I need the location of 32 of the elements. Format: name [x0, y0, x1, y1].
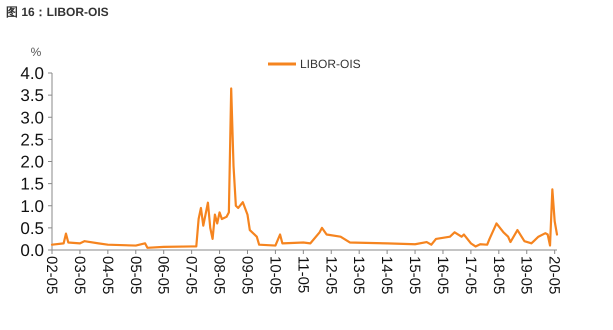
legend-label: LIBOR-OIS: [300, 57, 361, 71]
legend: LIBOR-OIS: [268, 57, 361, 71]
x-tick-label: 06-05: [154, 256, 172, 294]
y-tick-label: 2.5: [20, 130, 44, 150]
x-tick-label: 08-05: [210, 256, 228, 294]
x-tick-label: 19-05: [518, 256, 535, 294]
x-tick-label: 12-05: [322, 256, 340, 294]
y-tick-label: 0.5: [20, 218, 44, 238]
x-tick-label: 10-05: [266, 256, 284, 294]
y-tick-label: 0.0: [20, 241, 44, 260]
x-tick-label: 13-05: [350, 256, 368, 294]
y-tick-label: 2.0: [20, 152, 44, 172]
x-tick-label: 17-05: [462, 256, 479, 294]
x-tick-label: 11-05: [294, 256, 312, 294]
x-tick-label: 03-05: [70, 256, 88, 294]
y-axis-title: %: [30, 45, 42, 59]
y-tick-label: 4.0: [20, 64, 44, 83]
x-tick-label: 02-05: [43, 256, 60, 294]
y-tick-label: 1.5: [20, 174, 44, 194]
x-tick-label: 15-05: [406, 256, 424, 294]
x-tick-label: 20-05: [546, 256, 563, 294]
x-tick-label: 07-05: [182, 256, 200, 294]
x-tick-label: 16-05: [434, 256, 451, 294]
x-tick-label: 09-05: [238, 256, 256, 294]
x-tick-label: 05-05: [126, 256, 144, 294]
chart-title: 图 16：LIBOR-OIS: [6, 5, 109, 19]
x-tick-label: 18-05: [490, 256, 507, 294]
x-tick-label: 04-05: [98, 256, 116, 294]
x-tick-label: 14-05: [378, 256, 396, 294]
y-tick-label: 3.5: [20, 86, 44, 106]
y-tick-label: 1.0: [20, 196, 44, 216]
y-tick-label: 3.0: [20, 108, 44, 128]
